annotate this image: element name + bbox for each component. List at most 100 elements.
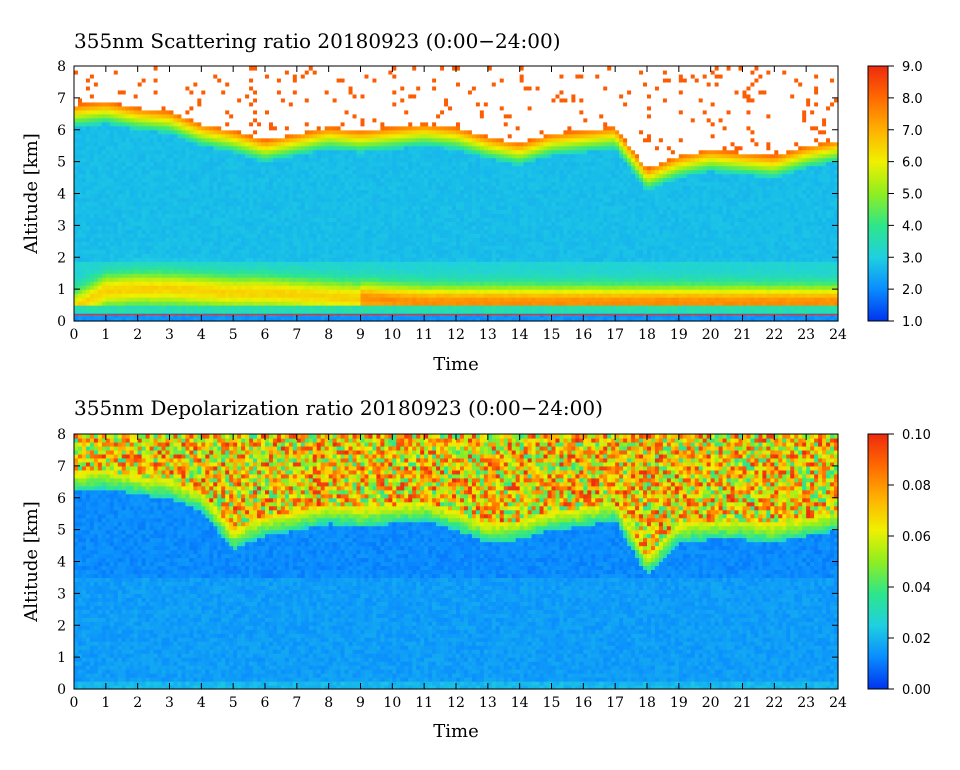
heatmap-cell [85,161,91,167]
heatmap-cell [113,109,119,115]
heatmap-cell [77,241,83,246]
heatmap-cell [165,285,171,290]
heatmap-cell [157,193,163,199]
heatmap-cell [189,153,194,159]
heatmap-cell [249,73,254,79]
heatmap-cell [268,85,274,91]
heatmap-cell [257,233,262,238]
heatmap-cell [165,209,171,215]
heatmap-cell [77,161,83,167]
heatmap-cell [201,121,206,127]
heatmap-cell [296,245,302,250]
heatmap-cell [117,289,123,294]
heatmap-cell [272,125,278,131]
heatmap-cell [81,105,87,111]
heatmap-cell [276,201,282,207]
heatmap-cell [229,269,234,274]
heatmap-cell [205,73,210,79]
heatmap-cell [245,97,250,103]
heatmap-cell [336,149,342,155]
heatmap-cell [308,301,314,306]
heatmap-cell [149,285,155,290]
heatmap-cell [324,73,330,79]
heatmap-cell [320,317,326,322]
heatmap-cell [197,157,202,163]
heatmap-cell [348,181,354,187]
heatmap-cell [181,289,187,294]
heatmap-cell [181,241,187,246]
heatmap-cell [197,125,202,131]
heatmap-cell [197,173,202,179]
heatmap-cell [201,269,206,274]
heatmap-cell [352,93,358,99]
heatmap-cell [249,209,254,215]
heatmap-cell [340,85,346,91]
heatmap-cell [241,105,246,111]
heatmap-cell [113,225,119,230]
heatmap-cell [336,109,342,115]
heatmap-cell [197,213,202,218]
heatmap-cell [225,81,230,87]
heatmap-cell [292,189,298,195]
heatmap-cell [360,189,366,195]
heatmap-cell [205,309,210,314]
heatmap-cell [137,66,143,71]
heatmap-cell [280,273,286,278]
heatmap-cell [149,153,155,159]
heatmap-cell [356,273,362,278]
heatmap-cell [308,165,314,171]
heatmap-cell [157,309,163,314]
heatmap-cell [237,269,242,274]
heatmap-cell [328,309,334,314]
heatmap-cell [233,281,238,286]
heatmap-cell [312,185,318,191]
heatmap-cell [201,85,206,91]
heatmap-cell [97,213,103,218]
heatmap-cell [380,133,385,139]
heatmap-cell [229,157,234,163]
heatmap-cell [276,225,282,230]
heatmap-cell [324,265,330,270]
heatmap-cell [364,185,370,191]
heatmap-cell [129,121,135,127]
heatmap-cell [177,189,183,195]
heatmap-cell [340,109,346,115]
heatmap-cell [145,181,151,187]
heatmap-cell [368,201,374,207]
heatmap-cell [364,129,370,135]
heatmap-cell [237,97,242,103]
heatmap-cell [101,169,107,175]
heatmap-cell [324,85,330,91]
heatmap-cell [229,217,234,222]
heatmap-cell [177,153,183,159]
heatmap-cell [360,309,366,314]
heatmap-cell [356,217,362,222]
heatmap-cell [249,201,254,207]
heatmap-cell [320,153,326,159]
heatmap-cell [113,241,119,246]
heatmap-cell [145,117,151,123]
heatmap-cell [380,101,385,107]
heatmap-cell [324,173,330,179]
heatmap-cell [117,249,123,254]
heatmap-cell [312,281,318,286]
heatmap-cell [340,93,346,99]
heatmap-cell [344,101,350,107]
heatmap-cell [161,213,167,218]
heatmap-cell [153,145,159,151]
heatmap-cell [169,113,175,119]
heatmap-cell [320,73,326,79]
heatmap-cell [185,97,190,103]
heatmap-cell [197,69,202,75]
heatmap-cell [117,169,123,175]
heatmap-cell [324,113,330,119]
heatmap-cell [300,289,306,294]
heatmap-cell [364,137,370,143]
heatmap-cell [225,169,230,175]
heatmap-cell [213,185,218,191]
heatmap-cell [308,149,314,155]
heatmap-cell [177,229,183,234]
heatmap-cell [74,277,79,282]
heatmap-cell [77,97,83,103]
heatmap-cell [193,145,198,151]
